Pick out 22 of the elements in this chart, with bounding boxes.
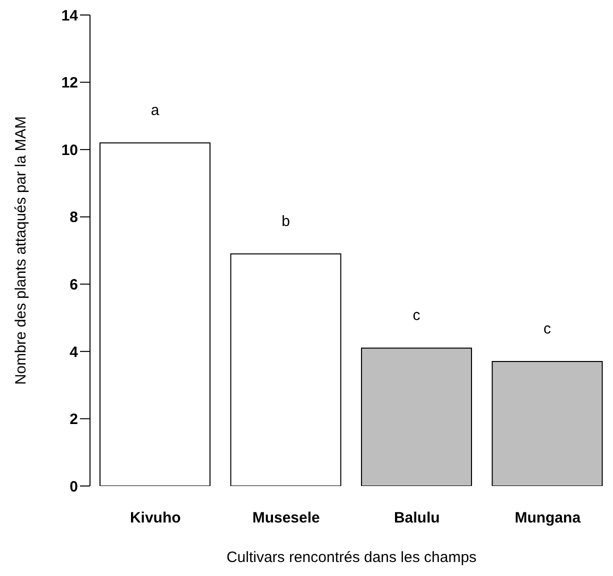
- annotation: a: [150, 102, 160, 119]
- x-tick-label: Balulu: [394, 510, 440, 527]
- x-tick-label: Musesele: [252, 510, 320, 527]
- y-tick-label: 6: [70, 276, 78, 294]
- annotation: b: [282, 212, 290, 230]
- y-tick-label: 10: [61, 142, 78, 159]
- y-axis-title: Nombre des plants attaqués par la MAM: [12, 116, 30, 385]
- x-axis-title: Cultivars rencontrés dans les champs: [226, 549, 477, 566]
- annotation: c: [412, 307, 421, 324]
- y-tick-label: 8: [70, 209, 78, 226]
- bar: [100, 142, 210, 486]
- y-tick-label: 12: [61, 74, 78, 92]
- y-tick-label: 0: [70, 478, 78, 496]
- y-tick-label: 2: [70, 411, 78, 428]
- y-tick-label: 4: [70, 344, 79, 361]
- bar: [230, 253, 342, 486]
- x-tick-label: Kivuho: [130, 510, 181, 527]
- y-tick-label: 14: [61, 7, 79, 24]
- bar: [492, 361, 603, 486]
- annotation: c: [544, 320, 552, 338]
- bar: [361, 348, 472, 486]
- x-tick-label: Mungana: [514, 510, 582, 527]
